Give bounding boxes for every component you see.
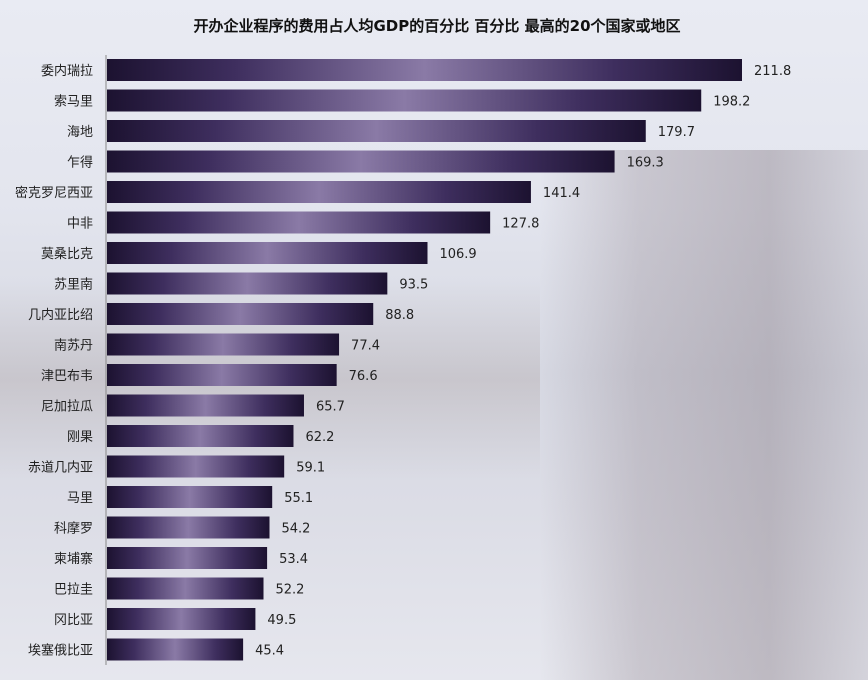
data-label: 59.1 bbox=[296, 461, 325, 476]
data-label: 62.2 bbox=[305, 430, 334, 445]
data-label: 211.8 bbox=[754, 64, 791, 79]
bar bbox=[107, 486, 273, 508]
bar bbox=[107, 150, 615, 173]
bar bbox=[107, 242, 428, 264]
bar bbox=[107, 181, 531, 203]
category-label: 索马里 bbox=[54, 95, 93, 110]
data-label: 179.7 bbox=[658, 125, 695, 140]
bar bbox=[107, 303, 374, 325]
data-label: 76.6 bbox=[349, 369, 378, 384]
data-label: 127.8 bbox=[502, 217, 539, 232]
category-label: 尼加拉瓜 bbox=[41, 400, 93, 415]
category-label: 刚果 bbox=[67, 430, 93, 445]
category-label: 委内瑞拉 bbox=[41, 63, 93, 79]
category-label: 苏里南 bbox=[54, 277, 93, 293]
category-label: 柬埔寨 bbox=[54, 551, 93, 567]
background-city-image bbox=[540, 150, 868, 680]
category-label: 中非 bbox=[67, 217, 93, 232]
bar bbox=[107, 59, 742, 81]
data-label: 141.4 bbox=[543, 186, 580, 201]
category-label: 马里 bbox=[67, 491, 93, 506]
data-label: 77.4 bbox=[351, 339, 380, 354]
bar bbox=[107, 608, 256, 630]
category-label: 冈比亚 bbox=[54, 613, 93, 628]
data-label: 53.4 bbox=[279, 552, 308, 567]
category-label: 赤道几内亚 bbox=[28, 460, 93, 476]
bar bbox=[107, 272, 388, 295]
data-label: 45.4 bbox=[255, 644, 284, 659]
bar bbox=[107, 89, 702, 112]
data-label: 106.9 bbox=[439, 247, 476, 262]
bar bbox=[107, 120, 646, 142]
category-label: 莫桑比克 bbox=[41, 247, 93, 262]
data-label: 65.7 bbox=[316, 400, 345, 415]
bar bbox=[107, 394, 304, 417]
bar bbox=[107, 211, 491, 234]
data-label: 93.5 bbox=[399, 278, 428, 293]
category-label: 科摩罗 bbox=[54, 521, 93, 537]
bar bbox=[107, 547, 268, 569]
bar bbox=[107, 425, 294, 447]
data-label: 88.8 bbox=[385, 308, 414, 323]
bar bbox=[107, 364, 337, 386]
category-label: 巴拉圭 bbox=[54, 583, 93, 598]
category-label: 几内亚比绍 bbox=[28, 307, 93, 323]
bar bbox=[107, 516, 270, 539]
data-label: 49.5 bbox=[267, 613, 296, 628]
data-label: 54.2 bbox=[281, 522, 310, 537]
bar bbox=[107, 333, 340, 356]
category-label: 乍得 bbox=[67, 155, 93, 171]
bar bbox=[107, 638, 244, 661]
data-label: 169.3 bbox=[627, 156, 664, 171]
category-label: 埃塞俄比亚 bbox=[28, 643, 93, 659]
data-label: 198.2 bbox=[713, 95, 750, 110]
data-label: 52.2 bbox=[276, 583, 305, 598]
category-label: 海地 bbox=[67, 125, 93, 140]
chart-title: 开办企业程序的费用占人均GDP的百分比 百分比 最高的20个国家或地区 bbox=[193, 17, 680, 35]
bar bbox=[107, 455, 285, 478]
data-label: 55.1 bbox=[284, 491, 313, 506]
category-label: 南苏丹 bbox=[54, 338, 93, 354]
category-label: 密克罗尼西亚 bbox=[15, 185, 93, 201]
category-label: 津巴布韦 bbox=[41, 369, 93, 384]
bar bbox=[107, 577, 264, 600]
